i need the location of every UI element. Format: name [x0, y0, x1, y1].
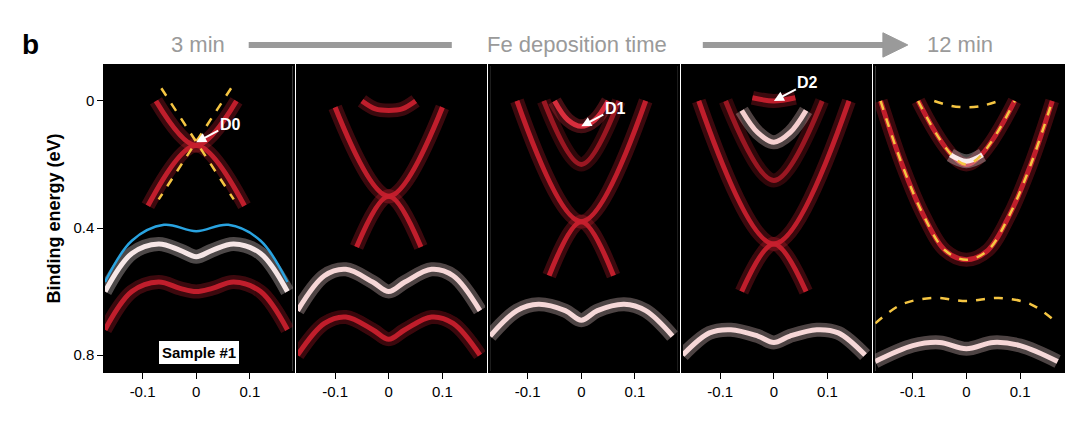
svg-text:Sample #1: Sample #1 [162, 344, 236, 361]
svg-text:0: 0 [86, 92, 94, 109]
svg-text:3 min: 3 min [171, 32, 225, 57]
svg-text:0: 0 [192, 383, 200, 400]
svg-text:0: 0 [385, 383, 393, 400]
svg-text:0.1: 0.1 [432, 383, 453, 400]
svg-text:0: 0 [770, 383, 778, 400]
svg-text:-0.1: -0.1 [322, 383, 348, 400]
svg-text:0.1: 0.1 [625, 383, 646, 400]
svg-text:0: 0 [577, 383, 585, 400]
svg-text:0.1: 0.1 [817, 383, 838, 400]
svg-text:-0.1: -0.1 [900, 383, 926, 400]
svg-text:0.8: 0.8 [73, 346, 94, 363]
svg-text:12 min: 12 min [927, 32, 993, 57]
svg-text:D2: D2 [797, 74, 818, 91]
svg-text:-0.1: -0.1 [707, 383, 733, 400]
svg-text:Binding energy (eV): Binding energy (eV) [44, 133, 64, 303]
svg-text:Fe deposition time: Fe deposition time [487, 32, 667, 57]
svg-text:D0: D0 [220, 116, 241, 133]
svg-text:0.4: 0.4 [73, 219, 94, 236]
svg-text:b: b [22, 29, 39, 60]
svg-text:0.1: 0.1 [1010, 383, 1031, 400]
svg-text:0.1: 0.1 [239, 383, 260, 400]
svg-text:D1: D1 [605, 100, 626, 117]
svg-text:-0.1: -0.1 [515, 383, 541, 400]
svg-text:-0.1: -0.1 [130, 383, 156, 400]
svg-text:0: 0 [962, 383, 970, 400]
